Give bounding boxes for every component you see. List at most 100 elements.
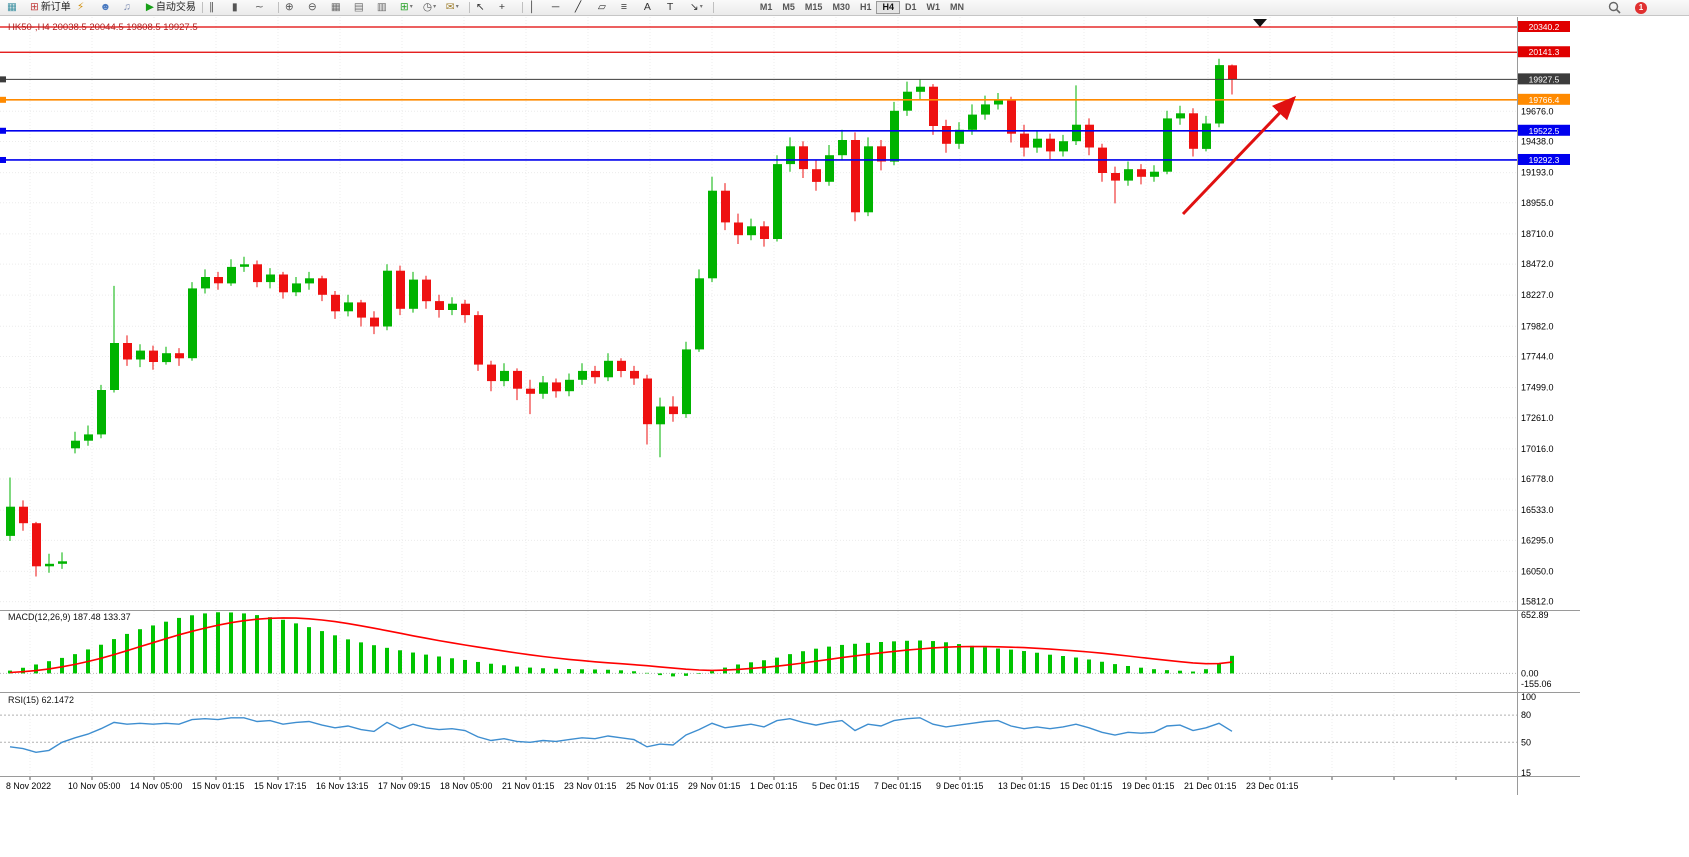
notification-badge[interactable]: 1 <box>1635 1 1647 14</box>
timeframe-M1[interactable]: M1 <box>759 2 773 12</box>
svg-text:9 Dec 01:15: 9 Dec 01:15 <box>936 781 984 791</box>
new-chart-icon-glyph: ▦ <box>7 1 17 13</box>
horizontal-lines[interactable] <box>0 26 1517 163</box>
indicators-icon-glyph: ⊞ <box>399 1 409 13</box>
new-order-button-glyph: ⊞ <box>30 1 39 13</box>
svg-text:20141.3: 20141.3 <box>1529 47 1560 57</box>
vertical-line-icon-glyph: │ <box>528 1 536 13</box>
chart-objects[interactable] <box>1181 19 1297 216</box>
timeframe-D1[interactable]: D1 <box>904 2 917 12</box>
new-chart-icon[interactable]: ▦ <box>4 0 27 15</box>
search-icon[interactable] <box>1605 0 1628 15</box>
time-axis[interactable]: 8 Nov 2022 10 Nov 05:00 14 Nov 05:00 15 Nov… <box>6 777 1457 791</box>
svg-text:16295.0: 16295.0 <box>1521 535 1554 545</box>
profiles-icon-glyph: ☻ <box>99 1 111 13</box>
zoom-out-icon[interactable]: ⊖ <box>305 0 328 15</box>
new-order-button[interactable]: ⊞ 新订单 <box>27 0 74 15</box>
text-label-icon-glyph: T <box>666 1 674 13</box>
line-anchor <box>0 76 6 83</box>
tile-windows-icon[interactable]: ▦ <box>328 0 351 15</box>
toolbar-separator <box>468 2 470 13</box>
svg-text:19 Dec 01:15: 19 Dec 01:15 <box>1122 781 1174 791</box>
candlestick-chart-icon-glyph: ▮ <box>231 1 238 13</box>
text-icon[interactable]: A <box>641 0 664 15</box>
svg-text:15: 15 <box>1521 768 1531 778</box>
bar-chart-icon[interactable]: ∥ <box>206 0 229 15</box>
macd-value-main: 187.48 <box>73 612 101 622</box>
svg-text:15 Nov 01:15: 15 Nov 01:15 <box>192 781 244 791</box>
price-tag <box>1518 153 1570 165</box>
arrow-objects-icon[interactable]: ↘ ▾ <box>687 0 710 15</box>
macd-value-signal: 133.37 <box>103 612 131 622</box>
horizontal-line-icon[interactable]: ─ <box>549 0 572 15</box>
svg-text:18472.0: 18472.0 <box>1521 259 1554 269</box>
svg-text:20340.2: 20340.2 <box>1529 22 1560 32</box>
svg-text:652.89: 652.89 <box>1521 610 1549 620</box>
trend-arrow <box>1181 95 1297 216</box>
crosshair-icon[interactable]: + <box>496 0 519 15</box>
svg-text:19766.4: 19766.4 <box>1529 95 1560 105</box>
line-anchor <box>0 127 6 134</box>
cascade-windows-icon-glyph: ▤ <box>353 1 364 13</box>
templates-icon-caret: ▾ <box>455 4 459 10</box>
svg-text:23 Nov 01:15: 23 Nov 01:15 <box>564 781 616 791</box>
arrow-objects-icon-caret: ▾ <box>699 4 703 10</box>
timeframe-W1[interactable]: W1 <box>926 2 941 12</box>
svg-text:16533.0: 16533.0 <box>1521 505 1554 515</box>
svg-text:100: 100 <box>1521 692 1536 702</box>
rsi-value: 62.1472 <box>41 695 75 705</box>
macd-name: MACD(12,26,9) <box>8 612 71 622</box>
toolbar-separator <box>521 2 523 13</box>
svg-text:8 Nov 2022: 8 Nov 2022 <box>6 781 51 791</box>
templates-icon[interactable]: ✉ ▾ <box>443 0 466 15</box>
svg-text:5 Dec 01:15: 5 Dec 01:15 <box>812 781 860 791</box>
timeframe-H1[interactable]: H1 <box>859 2 872 12</box>
cursor-icon[interactable]: ↖ <box>473 0 496 15</box>
price-axis[interactable]: 19676.0 19438.0 19193.0 18955.0 18710.0 18472… <box>1518 20 1570 778</box>
timeframe-H4[interactable]: H4 <box>876 1 900 14</box>
rsi-line <box>9 717 1233 754</box>
auto-trading-button-glyph: ▶ <box>145 1 154 13</box>
zoom-in-icon[interactable]: ⊕ <box>282 0 305 15</box>
indicators-icon-caret: ▾ <box>409 4 413 10</box>
rsi-name: RSI(15) <box>8 695 40 705</box>
cursor-icon-glyph: ↖ <box>475 1 485 13</box>
profiles-icon[interactable]: ☻ <box>97 0 120 15</box>
indicators-icon[interactable]: ⊞ ▾ <box>397 0 420 15</box>
svg-text:80: 80 <box>1521 710 1531 720</box>
toolbar-separator <box>712 2 714 13</box>
sounds-icon[interactable]: ♫ <box>120 0 143 15</box>
experts-icon[interactable]: ⚡ <box>74 0 97 15</box>
svg-text:23 Dec 01:15: 23 Dec 01:15 <box>1246 781 1298 791</box>
equidistant-channel-icon[interactable]: ▱ <box>595 0 618 15</box>
svg-text:16778.0: 16778.0 <box>1521 474 1554 484</box>
line-anchor <box>0 156 6 163</box>
svg-text:19292.3: 19292.3 <box>1529 155 1560 165</box>
svg-text:29 Nov 01:15: 29 Nov 01:15 <box>688 781 740 791</box>
periods-icon[interactable]: ◷ ▾ <box>420 0 443 15</box>
svg-text:25 Nov 01:15: 25 Nov 01:15 <box>626 781 678 791</box>
fibonacci-icon-glyph: ≡ <box>620 1 628 13</box>
timeframe-MN[interactable]: MN <box>950 2 964 12</box>
auto-trading-button[interactable]: ▶ 自动交易 <box>143 0 199 15</box>
candlestick-chart-icon[interactable]: ▮ <box>229 0 252 15</box>
svg-text:19193.0: 19193.0 <box>1521 168 1554 178</box>
svg-text:17 Nov 09:15: 17 Nov 09:15 <box>378 781 430 791</box>
line-chart-icon[interactable]: ∼ <box>252 0 275 15</box>
timeframe-M15[interactable]: M15 <box>804 2 823 12</box>
vertical-line-icon[interactable]: │ <box>526 0 549 15</box>
timeframe-M30[interactable]: M30 <box>832 2 850 12</box>
svg-text:19676.0: 19676.0 <box>1521 106 1554 116</box>
timeframe-M5[interactable]: M5 <box>782 2 795 12</box>
svg-text:14 Nov 05:00: 14 Nov 05:00 <box>130 781 182 791</box>
bar-chart-icon-glyph: ∥ <box>208 1 215 13</box>
tile-windows-icon-glyph: ▦ <box>330 1 341 13</box>
cascade-windows-icon[interactable]: ▤ <box>351 0 374 15</box>
sounds-icon-glyph: ♫ <box>122 1 131 13</box>
new-order-button-label: 新订单 <box>40 2 71 13</box>
arrange-windows-icon[interactable]: ▥ <box>374 0 397 15</box>
fibonacci-icon[interactable]: ≡ <box>618 0 641 15</box>
trendline-icon[interactable]: ╱ <box>572 0 595 15</box>
text-label-icon[interactable]: T <box>664 0 687 15</box>
